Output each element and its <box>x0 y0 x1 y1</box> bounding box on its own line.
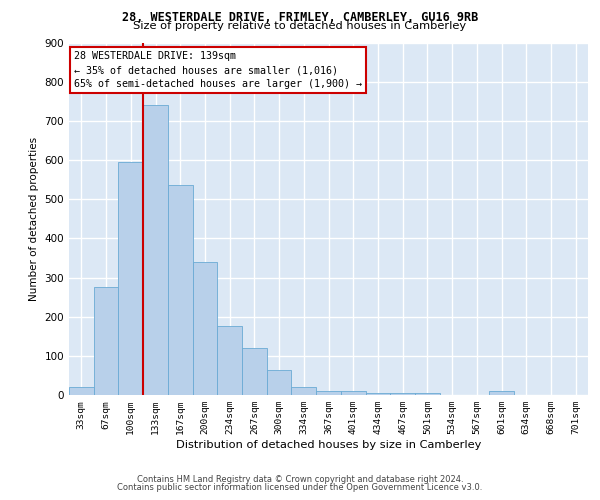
Bar <box>193 262 217 395</box>
Bar <box>143 105 168 395</box>
Text: Contains public sector information licensed under the Open Government Licence v3: Contains public sector information licen… <box>118 483 482 492</box>
Bar <box>217 326 242 395</box>
Bar <box>242 348 267 395</box>
Bar <box>390 393 415 395</box>
Bar <box>341 391 365 395</box>
Bar <box>94 288 118 395</box>
Bar <box>489 391 514 395</box>
Text: 28 WESTERDALE DRIVE: 139sqm
← 35% of detached houses are smaller (1,016)
65% of : 28 WESTERDALE DRIVE: 139sqm ← 35% of det… <box>74 52 362 90</box>
Bar <box>118 162 143 395</box>
Text: 28, WESTERDALE DRIVE, FRIMLEY, CAMBERLEY, GU16 9RB: 28, WESTERDALE DRIVE, FRIMLEY, CAMBERLEY… <box>122 11 478 24</box>
Bar <box>267 370 292 395</box>
Bar <box>292 387 316 395</box>
Bar <box>365 393 390 395</box>
X-axis label: Distribution of detached houses by size in Camberley: Distribution of detached houses by size … <box>176 440 481 450</box>
Bar <box>316 391 341 395</box>
Text: Size of property relative to detached houses in Camberley: Size of property relative to detached ho… <box>133 21 467 31</box>
Text: Contains HM Land Registry data © Crown copyright and database right 2024.: Contains HM Land Registry data © Crown c… <box>137 475 463 484</box>
Bar <box>168 186 193 395</box>
Bar <box>69 387 94 395</box>
Y-axis label: Number of detached properties: Number of detached properties <box>29 136 39 301</box>
Bar <box>415 393 440 395</box>
